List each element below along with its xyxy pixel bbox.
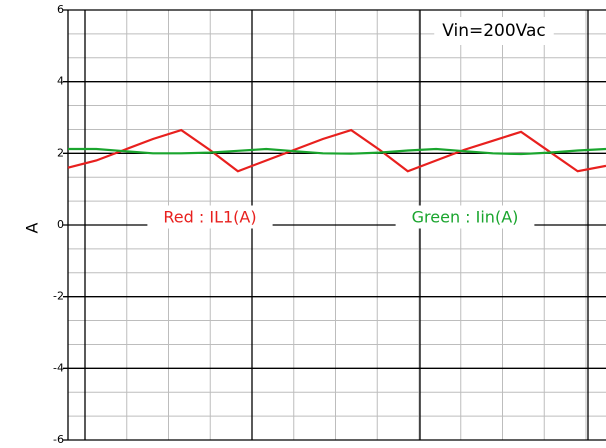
legend-label: Red : IL1(A) <box>163 208 256 227</box>
series-line <box>68 147 606 156</box>
annotation-background <box>434 17 554 45</box>
y-tick-label: 0 <box>57 218 64 231</box>
y-tick-label: -6 <box>53 433 64 446</box>
legend-background <box>395 205 535 229</box>
y-tick-label: -2 <box>53 290 64 303</box>
y-tick-label: 4 <box>57 75 64 88</box>
y-axis-label: A <box>23 222 42 233</box>
legend-label: Green : Iin(A) <box>412 208 519 227</box>
series-line <box>67 128 606 173</box>
y-tick-label: 2 <box>57 146 64 159</box>
legend-background <box>147 205 273 229</box>
annotation: Vin=200Vac <box>442 21 546 41</box>
y-tick-label: 6 <box>57 3 64 16</box>
y-tick-label: -4 <box>53 361 64 374</box>
